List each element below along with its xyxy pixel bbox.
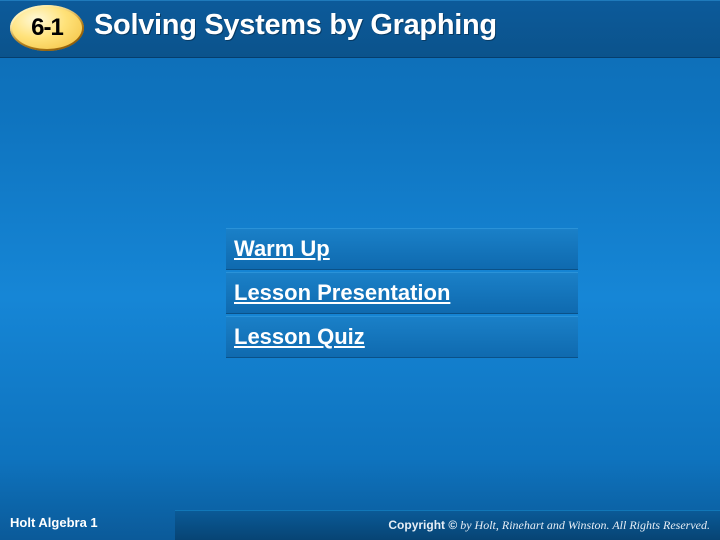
nav-label: Warm Up bbox=[234, 236, 330, 262]
footer-textbook-name: Holt Algebra 1 bbox=[10, 515, 98, 530]
copyright-text: Copyright © by Holt, Rinehart and Winsto… bbox=[388, 518, 710, 533]
nav-label: Lesson Quiz bbox=[234, 324, 365, 350]
section-number: 6-1 bbox=[10, 5, 84, 51]
nav-label: Lesson Presentation bbox=[234, 280, 450, 306]
nav-links: Warm Up Lesson Presentation Lesson Quiz bbox=[226, 228, 578, 360]
nav-item-warm-up[interactable]: Warm Up bbox=[226, 228, 578, 270]
copyright-detail: by Holt, Rinehart and Winston. bbox=[460, 518, 609, 532]
title-bar: 6-1 Solving Systems by Graphing bbox=[0, 0, 720, 58]
footer-copyright-bar: Copyright © by Holt, Rinehart and Winsto… bbox=[175, 510, 720, 540]
section-badge: 6-1 bbox=[10, 5, 84, 51]
page-title: Solving Systems by Graphing bbox=[94, 9, 497, 42]
slide: 6-1 Solving Systems by Graphing Warm Up … bbox=[0, 0, 720, 540]
nav-item-lesson-presentation[interactable]: Lesson Presentation bbox=[226, 272, 578, 314]
nav-item-lesson-quiz[interactable]: Lesson Quiz bbox=[226, 316, 578, 358]
